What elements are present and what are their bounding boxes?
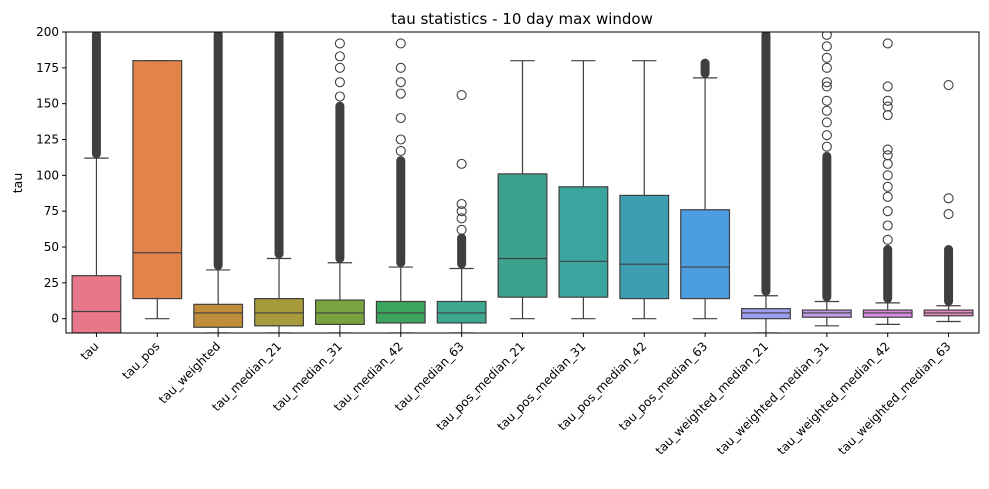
flier-tau_weighted_median_31-3 — [821, 105, 832, 116]
plot-frame — [65, 31, 980, 334]
flier-tau_weighted_median_63-1 — [943, 193, 954, 204]
x-tick-label-tau_weighted_median_31: tau_weighted_median_31 — [714, 339, 832, 457]
flier-tau_median_63-1 — [456, 213, 467, 224]
fliers-dense-tau_median_21 — [274, 32, 284, 259]
flier-tau_weighted_median_31-8 — [821, 52, 832, 63]
flier-tau_weighted_median_42-5 — [882, 170, 893, 181]
flier-tau_weighted_median_31-5 — [821, 81, 832, 92]
flier-tau_median_42-1 — [395, 134, 406, 145]
flier-tau_median_42-5 — [395, 62, 406, 73]
x-axis: tau tau_postau_weightedtau_median_21tau_m… — [78, 333, 954, 458]
y-tick-label-75: 75 — [44, 204, 59, 218]
flier-tau_weighted_median_42-9 — [882, 110, 893, 121]
fliers-dense-tau_weighted_median_31 — [822, 151, 832, 302]
flier-tau_median_42-4 — [395, 77, 406, 88]
fliers-dense-tau_pos_median_63 — [700, 58, 710, 78]
y-tick-label-25: 25 — [44, 276, 59, 290]
flier-tau_weighted_median_42-13 — [882, 38, 893, 49]
flier-tau_weighted_median_31-1 — [821, 130, 832, 141]
x-tick-label-tau_weighted_median_21: tau_weighted_median_21 — [653, 339, 771, 457]
box-tau_weighted — [193, 303, 244, 328]
box-tau_pos_median_21 — [497, 173, 548, 298]
box-tau_weighted_median_31 — [801, 309, 852, 318]
flier-tau_weighted_median_63-0 — [943, 208, 954, 220]
flier-tau_weighted_median_31-6 — [821, 77, 832, 88]
fliers-dense-tau_weighted_median_21 — [761, 32, 771, 296]
flier-tau_weighted_median_42-8 — [882, 144, 893, 155]
y-tick-label-150: 150 — [36, 97, 59, 111]
box-tau_pos_median_31 — [558, 186, 609, 298]
box-tau_weighted_median_21 — [741, 308, 791, 320]
box-tau_median_42 — [375, 300, 426, 324]
flier-tau_weighted_median_42-11 — [882, 95, 893, 106]
y-tick-label-50: 50 — [44, 240, 59, 254]
flier-tau_weighted_median_31-4 — [821, 95, 832, 106]
y-tick-label-0: 0 — [51, 312, 59, 326]
y-tick-label-100: 100 — [36, 168, 59, 182]
box-tau_median_63 — [436, 300, 487, 324]
x-tick-label-tau_weighted_median_42: tau_weighted_median_42 — [774, 339, 892, 457]
y-tick-label-200: 200 — [36, 25, 59, 39]
chart-title: tau statistics - 10 day max window — [391, 10, 653, 28]
box-tau_median_21 — [254, 298, 304, 327]
x-tick-label-tau_weighted: tau_weighted — [156, 339, 223, 406]
fliers-dense-tau_median_63 — [457, 233, 467, 269]
plot-area — [71, 32, 974, 333]
flier-tau_weighted_median_42-7 — [882, 150, 893, 161]
x-tick-label-tau_pos: tau_pos — [119, 339, 162, 382]
box-tau_pos_median_63 — [680, 209, 731, 300]
box-tau — [71, 275, 122, 333]
y-tick-label-125: 125 — [36, 133, 59, 147]
y-axis-label: tau — [10, 173, 25, 193]
flier-tau_weighted_median_42-2 — [882, 206, 893, 217]
flier-tau_weighted_median_63-2 — [943, 79, 954, 91]
flier-tau_median_42-0 — [395, 145, 406, 157]
box-tau_weighted_median_42 — [862, 309, 913, 318]
fliers-dense-tau_weighted_median_42 — [883, 245, 893, 303]
flier-tau_median_63-5 — [456, 90, 467, 101]
box-tau_pos_median_42 — [619, 194, 670, 300]
flier-tau_median_63-2 — [456, 206, 467, 217]
flier-tau_median_42-3 — [395, 88, 406, 99]
fliers-dense-tau_median_31 — [335, 101, 345, 263]
flier-tau_median_42-2 — [395, 112, 406, 124]
flier-tau_weighted_median_31-7 — [821, 62, 832, 73]
flier-tau_median_42-6 — [395, 38, 406, 49]
flier-tau_weighted_median_31-9 — [821, 41, 832, 52]
flier-tau_median_31-1 — [334, 77, 345, 88]
flier-tau_median_31-0 — [334, 91, 345, 102]
fliers-dense-tau — [91, 32, 101, 159]
flier-tau_median_31-4 — [334, 38, 345, 49]
flier-tau_weighted_median_42-6 — [882, 158, 893, 169]
flier-tau_weighted_median_42-12 — [882, 81, 893, 92]
flier-tau_median_63-0 — [456, 224, 467, 235]
box-tau_median_31 — [314, 299, 365, 325]
flier-tau_weighted_median_42-0 — [882, 234, 893, 245]
y-tick-label-175: 175 — [36, 61, 59, 75]
fliers-dense-tau_median_42 — [396, 156, 406, 268]
y-axis: 0 25 50 75 100 125 150 175 200 — [36, 25, 66, 326]
fliers-dense-tau_weighted — [213, 32, 223, 270]
x-tick-label-tau_weighted_median_63: tau_weighted_median_63 — [835, 339, 953, 457]
x-tick-label-tau: tau — [78, 339, 102, 363]
box-group — [71, 32, 974, 333]
box-tau_pos — [132, 60, 183, 300]
flier-tau_weighted_median_42-3 — [882, 191, 893, 202]
flier-tau_median_31-2 — [334, 62, 345, 73]
fliers-dense-tau_weighted_median_63 — [944, 245, 954, 306]
flier-tau_median_63-3 — [456, 198, 467, 210]
flier-tau_weighted_median_31-10 — [821, 32, 832, 40]
flier-tau_weighted_median_31-0 — [821, 141, 832, 152]
flier-tau_weighted_median_42-4 — [882, 181, 893, 192]
flier-tau_weighted_median_42-10 — [882, 101, 893, 112]
flier-tau_median_31-3 — [334, 51, 345, 62]
flier-tau_median_63-4 — [456, 158, 467, 169]
flier-tau_weighted_median_31-2 — [821, 117, 832, 128]
flier-tau_weighted_median_42-1 — [882, 220, 893, 231]
